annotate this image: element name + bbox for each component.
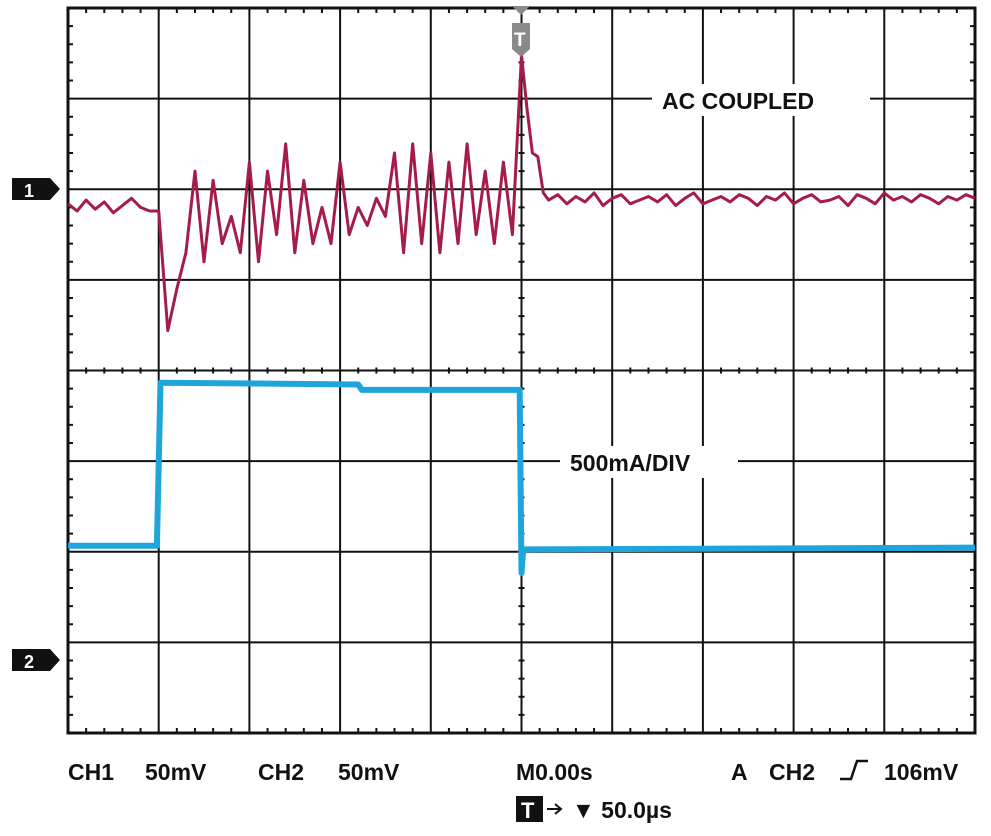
traces: [67, 53, 976, 576]
timebase: M0.00s: [516, 759, 593, 785]
rising-edge-icon: [840, 759, 868, 781]
ch1-marker[interactable]: 1: [12, 178, 60, 201]
svg-text:1: 1: [24, 181, 34, 201]
trigger-position: ▼ 50.0µs: [572, 797, 672, 823]
ch1-label: CH1: [68, 759, 114, 785]
svg-text:T: T: [521, 798, 535, 823]
svg-text:T: T: [514, 30, 526, 51]
arrow-right-icon: [547, 803, 563, 815]
ch1-annotation: AC COUPLED: [652, 84, 870, 116]
ch1-scale: 50mV: [145, 759, 207, 785]
ch2-label: CH2: [258, 759, 304, 785]
trigger-prefix: A: [731, 759, 748, 785]
trigger-marker[interactable]: T: [512, 6, 530, 57]
svg-text:500mA/DIV: 500mA/DIV: [570, 450, 691, 476]
svg-text:AC COUPLED: AC COUPLED: [662, 88, 814, 114]
trace-ch2: [68, 379, 976, 576]
trace-ch1: [67, 53, 976, 333]
ch2-scale: 50mV: [338, 759, 400, 785]
ch2-annotation: 500mA/DIV: [560, 446, 738, 478]
trigger-level: 106mV: [884, 759, 959, 785]
graticule: [66, 6, 977, 735]
ch2-marker[interactable]: 2: [12, 649, 60, 672]
svg-text:2: 2: [24, 652, 34, 672]
readout: CH1 50mV CH2 50mV M0.00s A CH2 106mV T ▼…: [68, 759, 959, 823]
trigger-box-icon: [516, 796, 543, 822]
trigger-source: CH2: [769, 759, 815, 785]
